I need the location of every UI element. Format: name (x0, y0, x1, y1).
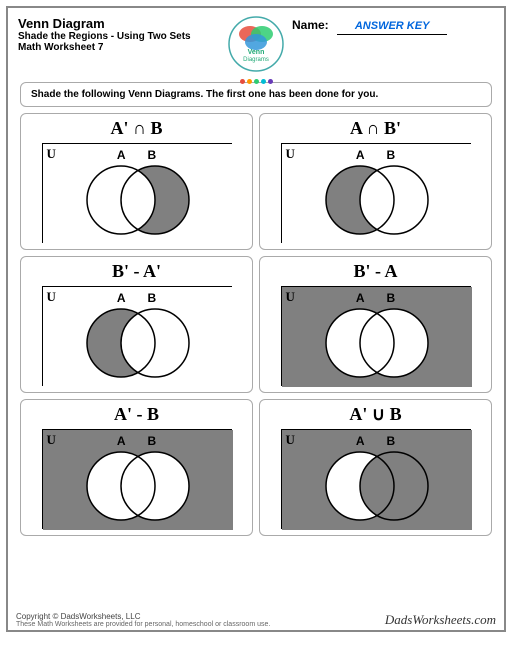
venn-box: U A B (281, 143, 471, 243)
name-label: Name: (292, 18, 329, 32)
expression: A ∩ B' (266, 118, 485, 139)
ab-labels: A B (117, 434, 156, 448)
name-line: ANSWER KEY (337, 16, 447, 35)
footer-copyright: Copyright © DadsWorksheets, LLC (16, 612, 270, 621)
dot-icon (261, 79, 266, 84)
ab-labels: A B (356, 148, 395, 162)
name-value: ANSWER KEY (355, 20, 430, 32)
worksheet-page: Venn Diagram Shade the Regions - Using T… (6, 6, 506, 632)
ab-labels: A B (356, 291, 395, 305)
b-label: B (387, 291, 396, 305)
b-label: B (148, 291, 157, 305)
footer-brand: DadsWorksheets.com (385, 612, 496, 628)
expression: B' - A' (27, 261, 246, 282)
dot-icon (247, 79, 252, 84)
venn-logo-icon: Venn Diagrams (228, 16, 284, 72)
b-label: B (387, 148, 396, 162)
venn-cell: B' - A U A B (259, 256, 492, 393)
dot-icon (240, 79, 245, 84)
u-label: U (286, 289, 295, 305)
logo: Venn Diagrams (228, 16, 284, 72)
expression: A' ∪ B (266, 404, 485, 425)
dot-icon (254, 79, 259, 84)
u-label: U (286, 146, 295, 162)
logo-text-top: Venn (248, 49, 265, 56)
venn-box: U A B (42, 429, 232, 529)
b-label: B (387, 434, 396, 448)
b-label: B (148, 434, 157, 448)
venn-box: U A B (281, 286, 471, 386)
expression: A' ∩ B (27, 118, 246, 139)
a-label: A (356, 291, 365, 305)
u-label: U (47, 289, 56, 305)
a-label: A (117, 434, 126, 448)
venn-cell: A ∩ B' U A B (259, 113, 492, 250)
title-main: Venn Diagram (18, 16, 220, 31)
expression: B' - A (266, 261, 485, 282)
venn-cell: A' ∩ B U A B (20, 113, 253, 250)
venn-cell: B' - A' U A B (20, 256, 253, 393)
logo-text-bottom: Diagrams (243, 57, 269, 63)
a-label: A (356, 434, 365, 448)
ab-labels: A B (117, 291, 156, 305)
footer-note: These Math Worksheets are provided for p… (16, 621, 270, 628)
footer-left: Copyright © DadsWorksheets, LLC These Ma… (16, 612, 270, 628)
venn-box: U A B (42, 143, 232, 243)
a-label: A (117, 291, 126, 305)
footer: Copyright © DadsWorksheets, LLC These Ma… (16, 612, 496, 628)
title-sub2: Math Worksheet 7 (18, 42, 220, 53)
logo-dots (228, 79, 284, 84)
header: Venn Diagram Shade the Regions - Using T… (8, 8, 504, 76)
header-titles: Venn Diagram Shade the Regions - Using T… (18, 16, 220, 53)
venn-box: U A B (281, 429, 471, 529)
title-sub1: Shade the Regions - Using Two Sets (18, 31, 220, 42)
dot-icon (268, 79, 273, 84)
venn-cell: A' - B U A B (20, 399, 253, 536)
venn-cell: A' ∪ B U A B (259, 399, 492, 536)
venn-box: U A B (42, 286, 232, 386)
u-label: U (286, 432, 295, 448)
ab-labels: A B (117, 148, 156, 162)
name-field: Name: ANSWER KEY (292, 16, 494, 35)
ab-labels: A B (356, 434, 395, 448)
b-label: B (148, 148, 157, 162)
expression: A' - B (27, 404, 246, 425)
u-label: U (47, 146, 56, 162)
a-label: A (117, 148, 126, 162)
instruction: Shade the following Venn Diagrams. The f… (20, 82, 492, 107)
venn-grid: A' ∩ B U A B A ∩ B' U A (8, 113, 504, 536)
a-label: A (356, 148, 365, 162)
u-label: U (47, 432, 56, 448)
